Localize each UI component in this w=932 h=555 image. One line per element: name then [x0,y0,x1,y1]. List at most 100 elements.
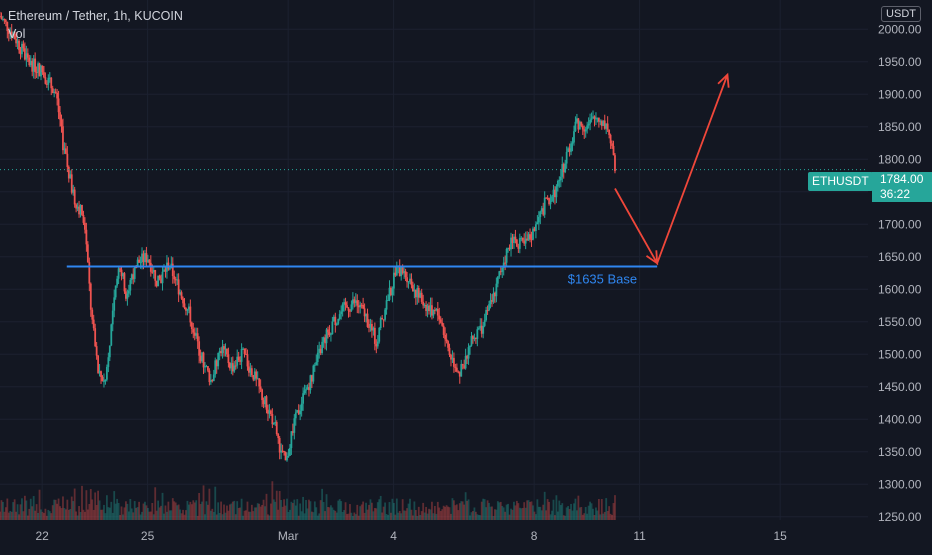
volume-bar [423,512,426,520]
volume-bar [328,507,331,520]
volume-bar [492,515,495,520]
volume-bar [75,511,78,520]
volume-bar [173,501,176,520]
volume-indicator-label[interactable]: Vol [8,27,26,41]
volume-bar [195,500,198,520]
volume-bar [207,504,209,520]
candle [533,228,536,231]
volume-bar [406,508,408,520]
candle [26,53,29,58]
candle [491,300,493,302]
candle [556,181,559,187]
volume-bar [135,507,138,520]
candle [609,134,612,144]
candle [299,410,302,415]
candle [496,276,499,284]
volume-bar [576,510,578,520]
volume-bar [472,511,474,520]
volume-bar [496,501,499,520]
volume-bar [554,515,556,520]
volume-bar [180,513,183,520]
volume-bar [239,507,242,520]
volume-bar [316,515,319,520]
candle [269,410,272,414]
candle [201,352,203,362]
candle [536,222,539,225]
volume-bar [101,509,104,520]
volume-bar [390,512,392,520]
candle [31,60,34,72]
candle [328,332,331,336]
volume-bar [98,500,101,520]
candle [611,143,613,146]
volume-bar [44,508,47,520]
candle [606,123,609,130]
candle [451,357,454,360]
candle [70,174,73,193]
candle [129,279,132,291]
candle [410,278,413,286]
volume-bar [84,511,86,520]
volume-bar [289,509,291,520]
candle [442,325,445,335]
candle [267,409,269,414]
candle [154,270,157,281]
volume-bar [369,499,372,520]
candle [346,305,348,308]
volume-bar [103,504,105,520]
candle [54,91,57,93]
volume-bar [321,488,324,520]
candle [277,434,280,439]
candle [208,370,211,383]
candle [43,72,45,78]
volume-bar [12,502,15,520]
volume-bar [545,510,548,520]
volume-bar [38,489,41,520]
volume-bar [511,509,514,520]
candle [401,266,404,274]
candle [365,313,367,317]
volume-bar [338,499,341,520]
volume-bar [224,512,227,520]
volume-bar [603,511,606,520]
candle [28,57,31,66]
volume-bar [170,510,173,520]
volume-bar [546,499,549,520]
candle [577,118,580,130]
candle [474,337,477,339]
volume-bar [160,505,162,520]
volume-bar [62,496,64,520]
candle [290,431,293,449]
volume-bar [152,514,155,520]
candle [116,278,119,286]
candle [526,238,529,241]
candle [239,360,242,362]
currency-button[interactable]: USDT [881,6,921,22]
projection-arrow[interactable] [614,74,729,266]
volume-bar [395,498,398,520]
volume-bar [611,514,613,520]
candle [305,389,307,391]
volume-bar [193,502,196,520]
candle [530,238,533,240]
candle [97,355,100,373]
candle [245,353,247,355]
volume-bar [64,509,67,520]
candle [413,289,416,292]
candle [391,288,394,296]
candle [243,348,246,354]
volume-bar [70,496,73,520]
volume-bar [337,500,340,520]
candle [271,413,274,425]
volume-bar [549,514,552,520]
volume-bar [48,511,51,520]
volume-bar [600,498,603,520]
y-tick-label: 1250.00 [878,510,922,524]
candle [274,422,277,424]
candle [463,365,466,369]
candle [595,118,597,120]
candle [32,58,35,72]
candle [571,142,574,144]
